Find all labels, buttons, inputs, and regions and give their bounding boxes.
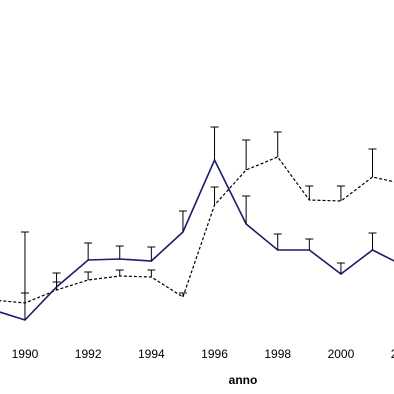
error-bar	[210, 126, 219, 160]
series-line	[0, 158, 394, 321]
x-tick-label: 2000	[328, 347, 355, 361]
error-bar	[84, 242, 93, 260]
error-bar	[368, 148, 377, 177]
error-bar	[273, 131, 282, 157]
error-bar	[20, 292, 29, 303]
error-bar	[52, 281, 61, 290]
error-bar	[178, 210, 187, 232]
x-tick-label: 1996	[201, 347, 228, 361]
error-bar	[84, 271, 93, 280]
series-line	[0, 156, 394, 304]
error-bar	[147, 269, 156, 277]
error-bar	[115, 245, 124, 259]
x-tick-label: 1998	[264, 347, 291, 361]
error-bar	[273, 233, 282, 250]
x-tick-label: 2002	[391, 347, 394, 361]
error-bar	[336, 262, 345, 274]
error-bar	[242, 139, 251, 170]
x-tick-label: 1994	[138, 347, 165, 361]
x-axis-label: anno	[229, 373, 258, 387]
error-bar	[210, 186, 219, 205]
error-bar	[336, 185, 345, 201]
error-bar	[368, 232, 377, 250]
error-bar	[305, 238, 314, 250]
error-bar	[178, 292, 187, 297]
error-bar	[147, 246, 156, 261]
error-bar	[20, 231, 29, 320]
error-bar	[115, 269, 124, 276]
x-tick-label: 1992	[75, 347, 102, 361]
error-bar	[305, 185, 314, 200]
error-bar	[242, 195, 251, 224]
x-tick-label: 1990	[12, 347, 39, 361]
